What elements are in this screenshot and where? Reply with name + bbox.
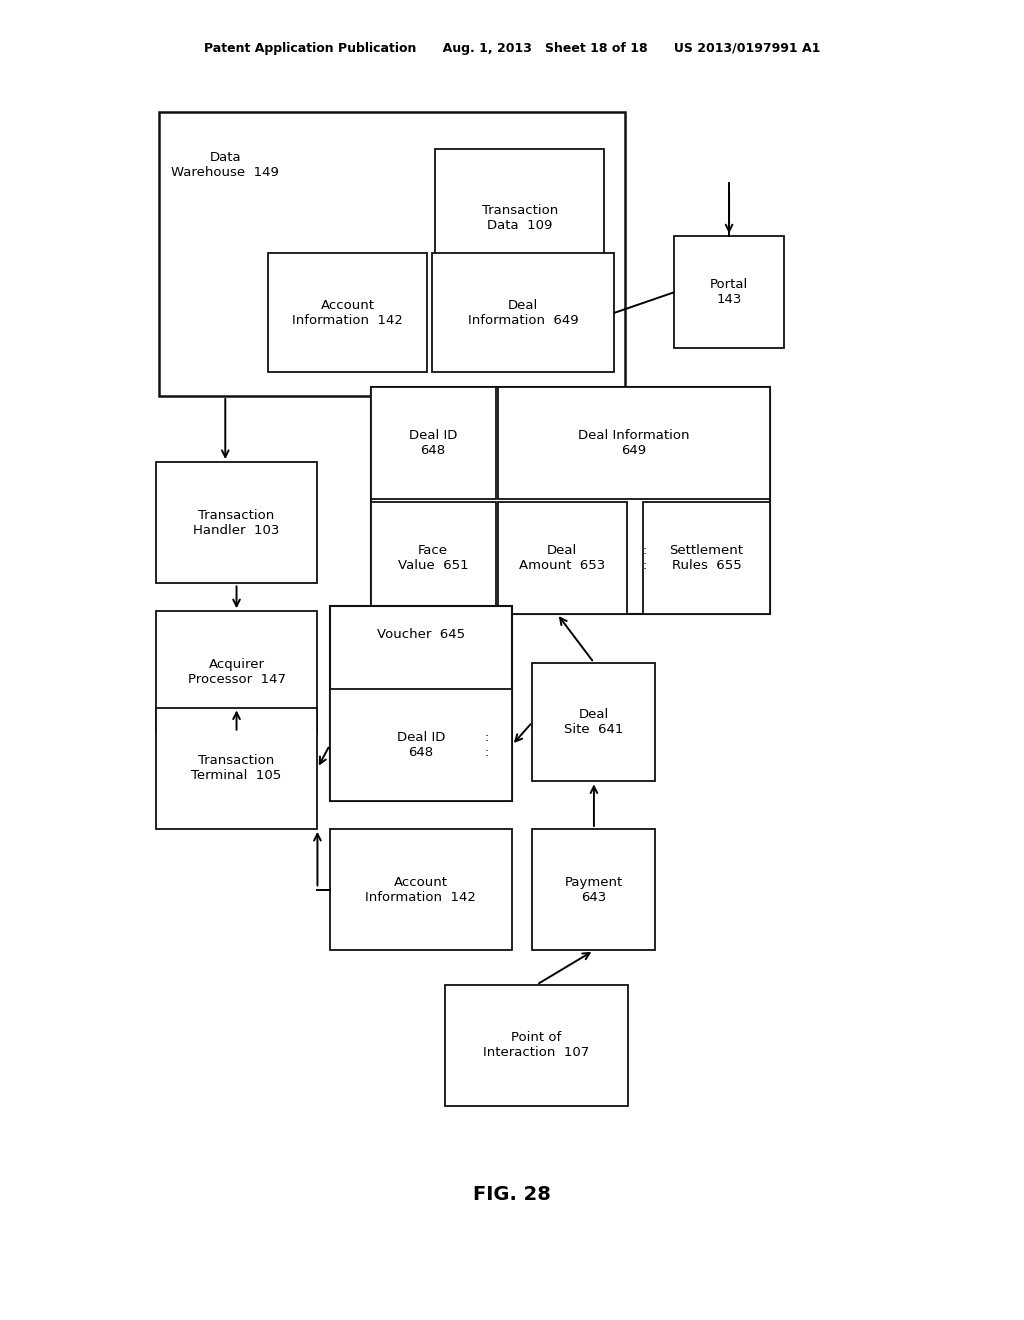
- Text: Point of
Interaction  107: Point of Interaction 107: [483, 1031, 590, 1060]
- Text: :
:: : :: [484, 731, 488, 759]
- Bar: [371, 387, 496, 499]
- Text: Acquirer
Processor  147: Acquirer Processor 147: [187, 657, 286, 686]
- Bar: [371, 502, 496, 614]
- Text: Payment
643: Payment 643: [565, 875, 623, 904]
- Bar: [445, 985, 628, 1106]
- Bar: [674, 236, 784, 348]
- Text: Account
Information  142: Account Information 142: [292, 298, 403, 327]
- Bar: [156, 708, 317, 829]
- Text: Account
Information  142: Account Information 142: [366, 875, 476, 904]
- Text: Deal ID
648: Deal ID 648: [409, 429, 458, 457]
- Text: Face
Value  651: Face Value 651: [398, 544, 468, 572]
- Bar: [498, 502, 627, 614]
- Bar: [532, 829, 655, 950]
- Text: Voucher  645: Voucher 645: [377, 628, 465, 642]
- Text: :
:: : :: [643, 544, 647, 572]
- Text: Data
Warehouse  149: Data Warehouse 149: [171, 150, 280, 180]
- Bar: [330, 689, 512, 801]
- Text: Deal
Site  641: Deal Site 641: [564, 708, 624, 737]
- Bar: [156, 611, 317, 733]
- Bar: [643, 502, 770, 614]
- Bar: [268, 253, 427, 372]
- Text: Transaction
Handler  103: Transaction Handler 103: [194, 508, 280, 537]
- Bar: [532, 663, 655, 781]
- Text: Transaction
Terminal  105: Transaction Terminal 105: [191, 754, 282, 783]
- Bar: [371, 387, 770, 614]
- Bar: [435, 149, 604, 288]
- Text: FIG. 28: FIG. 28: [473, 1185, 551, 1204]
- Bar: [330, 606, 512, 801]
- Text: Deal Information
649: Deal Information 649: [579, 429, 689, 457]
- Text: Transaction
Data  109: Transaction Data 109: [481, 205, 558, 232]
- Text: Deal
Information  649: Deal Information 649: [468, 298, 579, 327]
- Bar: [432, 253, 614, 372]
- Text: Settlement
Rules  655: Settlement Rules 655: [670, 544, 743, 572]
- Bar: [159, 112, 625, 396]
- Text: Patent Application Publication      Aug. 1, 2013   Sheet 18 of 18      US 2013/0: Patent Application Publication Aug. 1, 2…: [204, 42, 820, 55]
- Text: Deal
Amount  653: Deal Amount 653: [519, 544, 605, 572]
- Bar: [156, 462, 317, 583]
- Text: Deal ID
648: Deal ID 648: [396, 731, 445, 759]
- Bar: [330, 829, 512, 950]
- Text: Portal
143: Portal 143: [710, 279, 749, 306]
- Bar: [498, 387, 770, 499]
